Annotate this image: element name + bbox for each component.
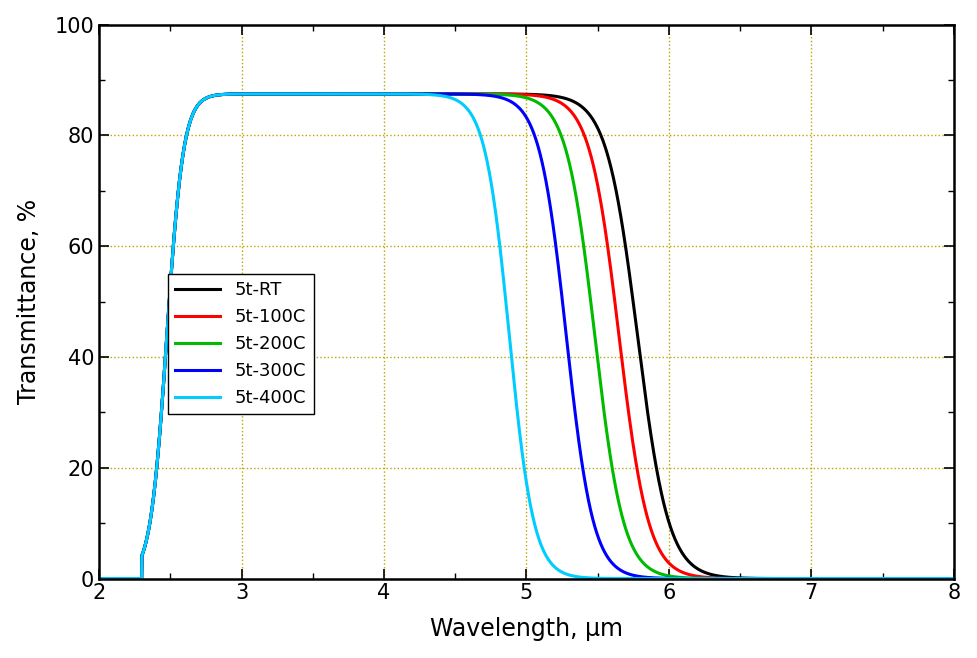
5t-400C — [191, 103, 202, 111]
5t-RT — [931, 574, 943, 582]
5t-200C — [94, 574, 106, 582]
Line: 5t-400C: 5t-400C — [100, 94, 954, 578]
5t-300C — [191, 103, 202, 111]
5t-200C — [839, 574, 851, 582]
5t-100C — [458, 90, 470, 98]
5t-300C — [94, 574, 106, 582]
5t-400C — [458, 101, 470, 109]
5t-200C — [458, 90, 470, 98]
Y-axis label: Transmittance, %: Transmittance, % — [17, 199, 41, 404]
5t-300C — [839, 574, 851, 582]
5t-RT — [839, 574, 851, 582]
5t-100C — [241, 90, 253, 98]
5t-RT — [94, 574, 106, 582]
5t-300C — [421, 90, 433, 98]
5t-200C — [931, 574, 943, 582]
5t-200C — [191, 103, 202, 111]
5t-400C — [241, 90, 253, 98]
5t-RT — [191, 103, 202, 111]
5t-400C — [421, 91, 433, 99]
5t-200C — [948, 574, 959, 582]
5t-400C — [302, 90, 314, 98]
5t-400C — [94, 574, 106, 582]
5t-400C — [839, 574, 851, 582]
5t-RT — [948, 574, 959, 582]
Legend: 5t-RT, 5t-100C, 5t-200C, 5t-300C, 5t-400C: 5t-RT, 5t-100C, 5t-200C, 5t-300C, 5t-400… — [168, 274, 314, 415]
5t-100C — [191, 103, 202, 111]
5t-400C — [948, 574, 959, 582]
5t-200C — [321, 90, 333, 98]
5t-100C — [931, 574, 943, 582]
5t-100C — [421, 90, 433, 98]
5t-RT — [329, 90, 341, 98]
5t-400C — [931, 574, 943, 582]
5t-100C — [94, 574, 106, 582]
5t-300C — [458, 90, 470, 98]
Line: 5t-200C: 5t-200C — [100, 94, 954, 578]
Line: 5t-RT: 5t-RT — [100, 94, 954, 578]
5t-RT — [241, 90, 253, 98]
5t-100C — [327, 90, 339, 98]
5t-300C — [241, 90, 253, 98]
Line: 5t-100C: 5t-100C — [100, 94, 954, 578]
5t-300C — [931, 574, 943, 582]
5t-300C — [317, 90, 328, 98]
5t-RT — [458, 90, 470, 98]
X-axis label: Wavelength, μm: Wavelength, μm — [430, 617, 623, 642]
5t-100C — [839, 574, 851, 582]
5t-300C — [948, 574, 959, 582]
5t-RT — [421, 90, 433, 98]
5t-200C — [241, 90, 253, 98]
5t-100C — [948, 574, 959, 582]
Line: 5t-300C: 5t-300C — [100, 94, 954, 578]
5t-200C — [421, 90, 433, 98]
